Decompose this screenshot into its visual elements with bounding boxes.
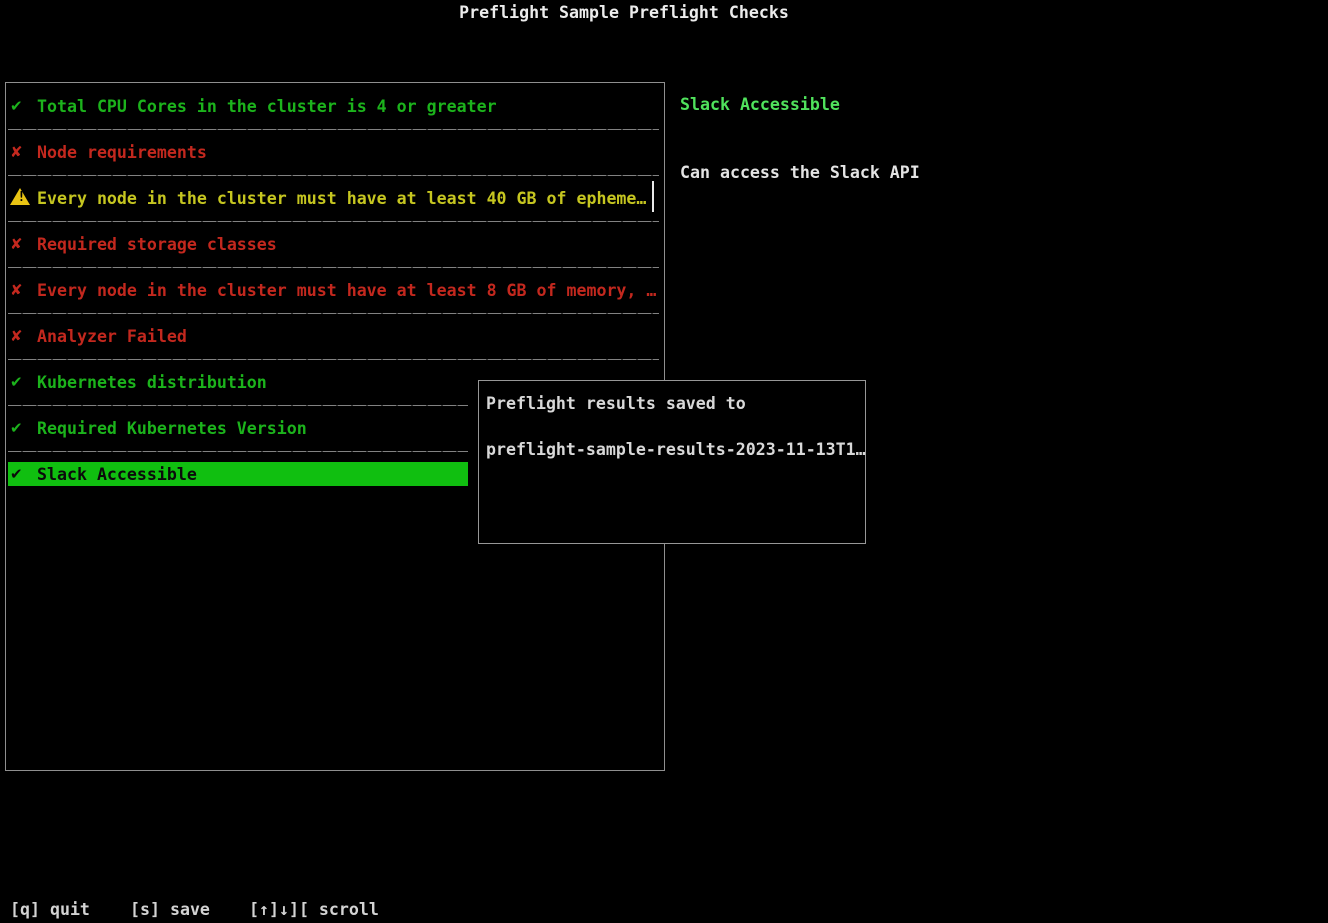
x-icon: ✘ [10, 235, 23, 253]
check-label: Every node in the cluster must have at l… [37, 188, 647, 208]
x-icon: ✘ [10, 143, 23, 161]
x-icon: ✘ [10, 327, 23, 345]
save-results-message: Preflight results saved to [486, 394, 746, 413]
check-label: Required Kubernetes Version [37, 418, 307, 438]
check-row-k8s-version[interactable]: ✔ Required Kubernetes Version [6, 405, 664, 452]
check-icon: ✔ [10, 465, 23, 483]
check-row-k8s-distribution[interactable]: ✔ Kubernetes distribution [6, 359, 664, 406]
check-icon: ✔ [10, 97, 23, 115]
check-label: Every node in the cluster must have at l… [37, 280, 657, 300]
check-label: Required storage classes [37, 234, 277, 254]
check-row-storage-classes[interactable]: ✘ Required storage classes [6, 221, 664, 268]
check-row-analyzer-failed[interactable]: ✘ Analyzer Failed [6, 313, 664, 360]
page-title: Preflight Sample Preflight Checks [459, 3, 789, 22]
save-key-hint: [s] save [130, 900, 210, 919]
x-icon: ✘ [10, 281, 23, 299]
scroll-key-hint: [↑]↓][ scroll [249, 900, 379, 919]
check-icon: ✔ [10, 373, 23, 391]
check-row-ephemeral-storage[interactable]: Every node in the cluster must have at l… [6, 175, 664, 222]
check-row-node-requirements[interactable]: ✘ Node requirements [6, 129, 664, 176]
check-icon: ✔ [10, 419, 23, 437]
quit-key-hint: [q] quit [10, 900, 90, 919]
save-results-dialog: Preflight results saved to preflight-sam… [468, 380, 866, 544]
check-label: Node requirements [37, 142, 207, 162]
save-results-dialog-border: Preflight results saved to preflight-sam… [478, 380, 866, 544]
check-label: Kubernetes distribution [37, 372, 267, 392]
check-label: Analyzer Failed [37, 326, 187, 346]
detail-message: Can access the Slack API [680, 163, 920, 182]
warning-icon [8, 187, 37, 209]
save-results-filename: preflight-sample-results-2023-11-13T1… [486, 440, 866, 459]
check-row-node-memory[interactable]: ✘ Every node in the cluster must have at… [6, 267, 664, 314]
detail-title: Slack Accessible [680, 95, 840, 114]
footer-keybar: [q] quit [s] save [↑]↓][ scroll [0, 897, 1328, 923]
scroll-thumb[interactable] [652, 181, 654, 212]
check-label: Total CPU Cores in the cluster is 4 or g… [37, 96, 497, 116]
check-label: Slack Accessible [37, 464, 197, 484]
check-row-total-cpu[interactable]: ✔ Total CPU Cores in the cluster is 4 or… [6, 83, 664, 130]
